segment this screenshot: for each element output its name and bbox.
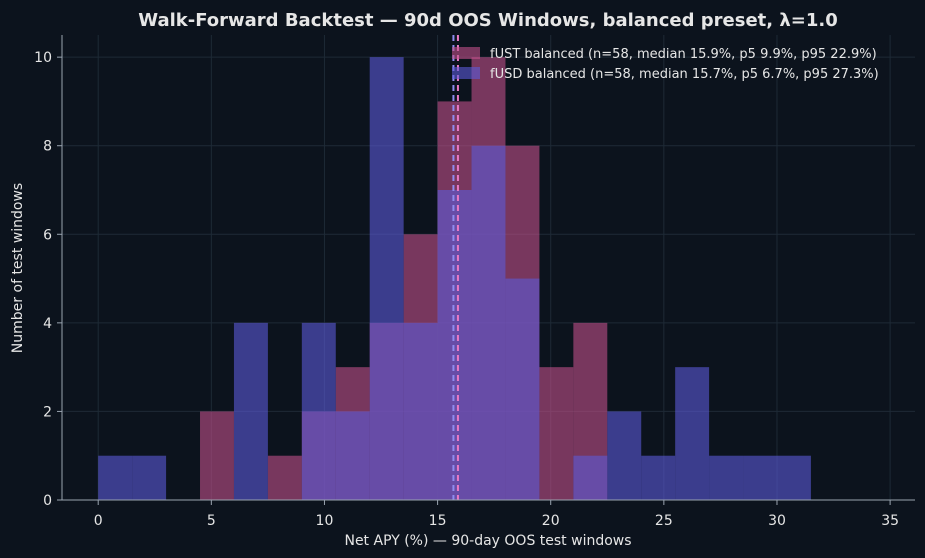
fusd-bar	[437, 190, 472, 500]
fusd-bar	[709, 455, 744, 500]
fusd-bar	[505, 278, 540, 500]
x-tick-label: 5	[207, 513, 216, 529]
fust-bar	[267, 455, 302, 500]
legend-label: fUSD balanced (n=58, median 15.7%, p5 6.…	[490, 67, 879, 82]
legend-label: fUST balanced (n=58, median 15.9%, p5 9.…	[490, 47, 877, 62]
median-lines	[452, 35, 459, 500]
y-axis-label: Number of test windows	[10, 183, 26, 353]
x-tick-label: 15	[429, 513, 447, 529]
x-tick-label: 10	[316, 513, 334, 529]
x-tick-label: 20	[542, 513, 560, 529]
x-axis-label: Net APY (%) — 90-day OOS test windows	[344, 533, 631, 549]
x-tick-labels: 0 5 10 15 20 25 30 35	[94, 500, 899, 529]
fusd-bar	[403, 322, 438, 500]
fusd-bar	[675, 367, 710, 500]
histogram-bars	[98, 57, 811, 501]
x-tick-label: 0	[94, 513, 103, 529]
x-tick-label: 30	[768, 513, 786, 529]
fusd-bar	[132, 455, 167, 500]
legend: fUST balanced (n=58, median 15.9%, p5 9.…	[452, 47, 879, 82]
fusd-bar	[641, 455, 676, 500]
y-tick-label: 0	[43, 493, 52, 509]
x-tick-label: 25	[655, 513, 673, 529]
y-tick-labels: 0 2 4 6 8 10	[34, 50, 62, 509]
fusd-bar	[335, 411, 370, 500]
y-tick-label: 6	[43, 227, 52, 243]
fusd-bar	[607, 411, 642, 500]
fusd-bar	[471, 145, 506, 500]
fust-bar	[539, 367, 574, 500]
legend-swatch	[452, 67, 480, 79]
fusd-bar	[743, 455, 777, 500]
fusd-bar	[301, 322, 336, 500]
fusd-bar	[369, 57, 404, 501]
fusd-bar	[233, 322, 268, 500]
axes	[61, 35, 915, 501]
fusd-bar	[98, 455, 133, 500]
fust-bar	[200, 411, 234, 500]
fusd-bar	[573, 455, 608, 500]
y-tick-label: 10	[34, 50, 52, 66]
x-tick-label: 35	[881, 513, 899, 529]
chart-title: Walk-Forward Backtest — 90d OOS Windows,…	[138, 10, 837, 31]
y-tick-label: 2	[43, 404, 52, 420]
y-tick-label: 4	[43, 316, 52, 332]
legend-swatch	[452, 47, 480, 59]
y-tick-label: 8	[43, 139, 52, 155]
fusd-bar	[776, 455, 811, 500]
